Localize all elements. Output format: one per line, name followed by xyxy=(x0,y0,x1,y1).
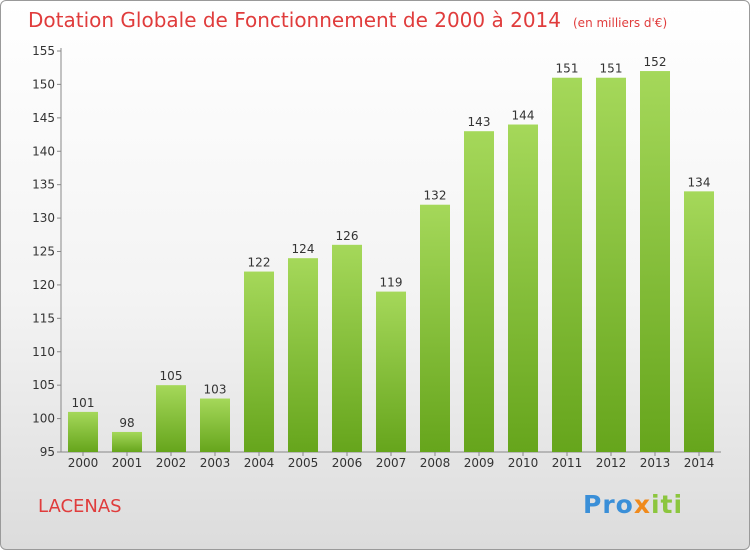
chart-subtitle: (en milliers d'€) xyxy=(573,16,668,30)
x-tick-label-2011: 2011 xyxy=(552,456,583,470)
chart-title-text: Dotation Globale de Fonctionnement de 20… xyxy=(28,8,561,32)
x-tick-label-2001: 2001 xyxy=(112,456,143,470)
data-label-2007: 119 xyxy=(380,276,403,290)
y-tick-label: 115 xyxy=(32,311,55,325)
bar-2010 xyxy=(508,124,538,453)
bar-2001 xyxy=(112,431,142,452)
data-label-2005: 124 xyxy=(292,242,315,256)
x-tick-label-2007: 2007 xyxy=(376,456,407,470)
bar-2000 xyxy=(68,411,98,452)
proxiti-logo: Proxiti xyxy=(583,490,684,519)
y-tick-label: 125 xyxy=(32,245,55,259)
data-label-2011: 151 xyxy=(556,62,579,76)
x-tick-label-2000: 2000 xyxy=(68,456,99,470)
y-tick-label: 100 xyxy=(32,412,55,426)
bar-2009 xyxy=(464,131,494,452)
x-tick-label-2012: 2012 xyxy=(596,456,627,470)
y-tick-label: 120 xyxy=(32,278,55,292)
data-label-2008: 132 xyxy=(424,189,447,203)
bar-2012 xyxy=(596,77,626,452)
y-tick-label: 155 xyxy=(32,44,55,58)
data-label-2009: 143 xyxy=(468,115,491,129)
y-tick-label: 130 xyxy=(32,211,55,225)
x-tick-label-2013: 2013 xyxy=(640,456,671,470)
bar-2003 xyxy=(200,398,230,452)
bar-2007 xyxy=(376,291,406,452)
y-tick-label: 95 xyxy=(40,445,55,459)
data-label-2013: 152 xyxy=(644,55,667,69)
y-tick-label: 110 xyxy=(32,345,55,359)
data-label-2001: 98 xyxy=(119,416,134,430)
bar-2004 xyxy=(244,271,274,452)
data-label-2012: 151 xyxy=(600,62,623,76)
y-tick-label: 150 xyxy=(32,77,55,91)
bar-2008 xyxy=(420,204,450,452)
data-label-2002: 105 xyxy=(160,369,183,383)
data-label-2006: 126 xyxy=(336,229,359,243)
x-tick-label-2009: 2009 xyxy=(464,456,495,470)
y-tick-label: 135 xyxy=(32,178,55,192)
y-tick-label: 145 xyxy=(32,111,55,125)
data-label-2014: 134 xyxy=(688,175,711,189)
x-tick-label-2005: 2005 xyxy=(288,456,319,470)
x-tick-label-2004: 2004 xyxy=(244,456,275,470)
data-label-2004: 122 xyxy=(248,256,271,270)
bar-2005 xyxy=(288,258,318,452)
commune-name: LACENAS xyxy=(38,496,122,517)
chart-title: Dotation Globale de Fonctionnement de 20… xyxy=(28,8,667,32)
x-tick-label-2002: 2002 xyxy=(156,456,187,470)
bar-2011 xyxy=(552,77,582,452)
bar-2013 xyxy=(640,71,670,453)
x-tick-label-2003: 2003 xyxy=(200,456,231,470)
bar-2002 xyxy=(156,385,186,452)
x-tick-label-2006: 2006 xyxy=(332,456,363,470)
data-label-2000: 101 xyxy=(72,396,95,410)
x-tick-label-2014: 2014 xyxy=(684,456,715,470)
data-label-2003: 103 xyxy=(204,383,227,397)
bar-2006 xyxy=(332,244,362,452)
x-tick-label-2010: 2010 xyxy=(508,456,539,470)
x-tick-label-2008: 2008 xyxy=(420,456,451,470)
bar-2014 xyxy=(684,191,714,452)
y-tick-label: 105 xyxy=(32,378,55,392)
data-label-2010: 144 xyxy=(512,109,535,123)
y-tick-label: 140 xyxy=(32,144,55,158)
